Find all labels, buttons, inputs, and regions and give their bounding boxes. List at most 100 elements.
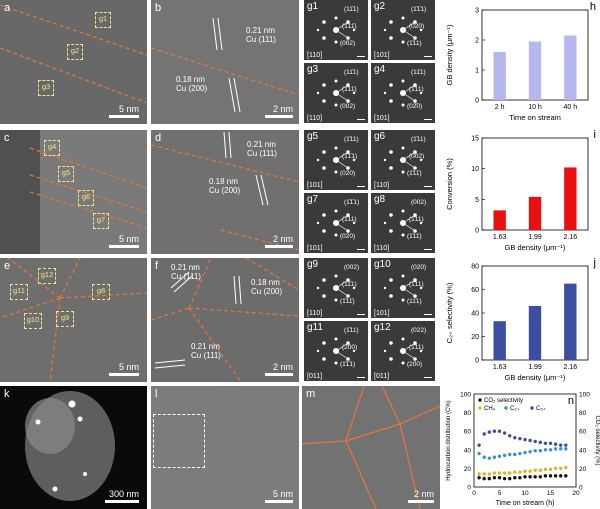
y-tick-label: 60 bbox=[464, 429, 472, 436]
miller-index: (020) bbox=[340, 233, 356, 240]
x-tick-label: 1.63 bbox=[493, 364, 507, 371]
miller-index: (11̄1) bbox=[344, 6, 359, 13]
data-point bbox=[564, 474, 568, 478]
scale-label: 2 nm bbox=[272, 362, 293, 372]
panel-e-stem-image: e g12 g11 g8 g10 g9 5 nm bbox=[0, 258, 147, 382]
miller-index: (020) bbox=[340, 170, 356, 177]
lattice-spacing: 0.21 nm bbox=[191, 342, 220, 351]
miller-index: (022) bbox=[411, 327, 427, 334]
data-point bbox=[538, 440, 542, 445]
data-point bbox=[559, 443, 563, 447]
y-tick-label: 2 bbox=[475, 38, 479, 45]
zone-axis: [110] bbox=[374, 182, 390, 189]
diffraction-spots bbox=[383, 79, 423, 107]
scale-label: 2 nm bbox=[272, 234, 293, 244]
data-point bbox=[559, 466, 563, 471]
x-tick-label: 10 bbox=[521, 490, 529, 497]
miller-index: (1̄11) bbox=[407, 40, 422, 47]
zone-axis: [110] bbox=[307, 52, 323, 59]
data-point bbox=[502, 471, 507, 475]
y-tick-label: 10 bbox=[471, 166, 479, 173]
miller-index: (1̄11) bbox=[409, 86, 424, 93]
scale-bar: 2 nm bbox=[265, 104, 293, 118]
panel-label: b bbox=[155, 2, 162, 14]
scale-bar: 2 nm bbox=[265, 234, 293, 248]
miller-index: (1̄11̄) bbox=[407, 233, 422, 240]
scale-bar: 5 nm bbox=[265, 489, 293, 503]
diffraction-spots bbox=[383, 209, 423, 237]
y2-tick-label: 20 bbox=[579, 466, 587, 473]
panel-label: f bbox=[155, 260, 159, 272]
data-point bbox=[553, 466, 558, 471]
lattice-plane: Cu (200) bbox=[176, 84, 208, 93]
data-point bbox=[487, 476, 491, 481]
data-point bbox=[482, 472, 486, 476]
data-point bbox=[548, 441, 553, 445]
lattice-annotation: 0.21 nm Cu (111) bbox=[247, 140, 277, 158]
lattice-annotation: 0.21 nm Cu (111) bbox=[191, 342, 221, 360]
fft-pattern-4: g4 [101] (11̄1) (1̄11) (02̄0) bbox=[371, 63, 435, 123]
y-axis-label: GB density (μm⁻¹) bbox=[445, 24, 454, 85]
data-point bbox=[487, 456, 491, 460]
chart-j: 0 20 40 60 80 1.63 1.99 2.16 GB density (μm⁻¹) C₂… bbox=[442, 256, 600, 386]
lattice-plane: Cu (200) bbox=[209, 186, 241, 195]
scale-bar: 2 nm bbox=[408, 489, 434, 503]
data-point bbox=[502, 431, 507, 435]
lattice-spacing: 0.21 nm bbox=[246, 26, 275, 35]
diffraction-spots bbox=[316, 274, 356, 302]
miller-index: (020) bbox=[409, 23, 425, 30]
fft-label: g7 bbox=[307, 194, 319, 205]
region-box: g9 bbox=[56, 311, 74, 327]
y-tick-label: 1 bbox=[475, 68, 479, 75]
fft-pattern-3: g3 [110] (11̄1) (1̄11̄) (002) bbox=[304, 63, 368, 123]
y-tick-label: 60 bbox=[471, 287, 479, 294]
data-point bbox=[487, 472, 491, 476]
bar bbox=[564, 167, 577, 230]
lattice-plane: Cu (111) bbox=[191, 351, 221, 360]
grain-boundary-lines bbox=[151, 258, 299, 382]
scale-label: 2 nm bbox=[413, 489, 434, 499]
data-point bbox=[543, 467, 548, 472]
miller-index: (1̄11̄) bbox=[342, 23, 357, 30]
panel-l-stem-image: l 5 nm bbox=[151, 386, 299, 509]
diffraction-spots bbox=[383, 337, 423, 365]
lattice-spacing: 0.18 nm bbox=[209, 177, 238, 186]
y-axis-label: Hydrocarbon distribution (C%) bbox=[446, 400, 452, 480]
miller-index: (1̄1̄1) bbox=[342, 153, 358, 160]
scale-bar: 5 nm bbox=[109, 362, 139, 376]
data-point bbox=[518, 436, 522, 441]
diffraction-spots bbox=[316, 146, 356, 174]
scale-label: 2 nm bbox=[272, 104, 293, 114]
scale-bar bbox=[424, 313, 432, 315]
legend-marker bbox=[504, 406, 508, 410]
scale-bar bbox=[424, 55, 432, 57]
miller-index: (200) bbox=[342, 344, 358, 351]
scale-bar: 5 nm bbox=[109, 104, 139, 118]
x-tick-label: 0 bbox=[472, 490, 476, 497]
bar bbox=[493, 321, 506, 360]
scale-bar: 5 nm bbox=[109, 234, 139, 248]
miller-index: (1̄1̄1) bbox=[344, 199, 360, 206]
fft-pattern-7: g7 [101] (1̄1̄1) (1̄11) (020) bbox=[304, 193, 368, 253]
data-point bbox=[518, 470, 522, 474]
data-point bbox=[518, 451, 522, 456]
data-point bbox=[543, 441, 548, 445]
data-point bbox=[487, 430, 491, 434]
panel-c-stem-image: c g4 g5 g6 g7 5 nm bbox=[0, 130, 147, 254]
data-point bbox=[538, 475, 542, 479]
bar bbox=[528, 196, 542, 230]
scale-label: 5 nm bbox=[118, 104, 139, 114]
diffraction-spots bbox=[316, 209, 356, 237]
scale-bar bbox=[424, 248, 432, 250]
bar bbox=[528, 305, 542, 360]
panel-label: i bbox=[594, 129, 596, 141]
data-point bbox=[564, 447, 568, 451]
grain-boundary-lines bbox=[151, 17, 299, 113]
miller-index: (1̄11) bbox=[409, 216, 424, 223]
legend-label: C₂₊ bbox=[510, 406, 520, 412]
data-point bbox=[477, 451, 481, 456]
diffraction-spots bbox=[316, 337, 356, 365]
lattice-plane: Cu (111) bbox=[246, 35, 276, 44]
lattice-annotation: 0.18 nm Cu (200) bbox=[176, 75, 207, 93]
y-tick-label: 0 bbox=[467, 485, 471, 492]
